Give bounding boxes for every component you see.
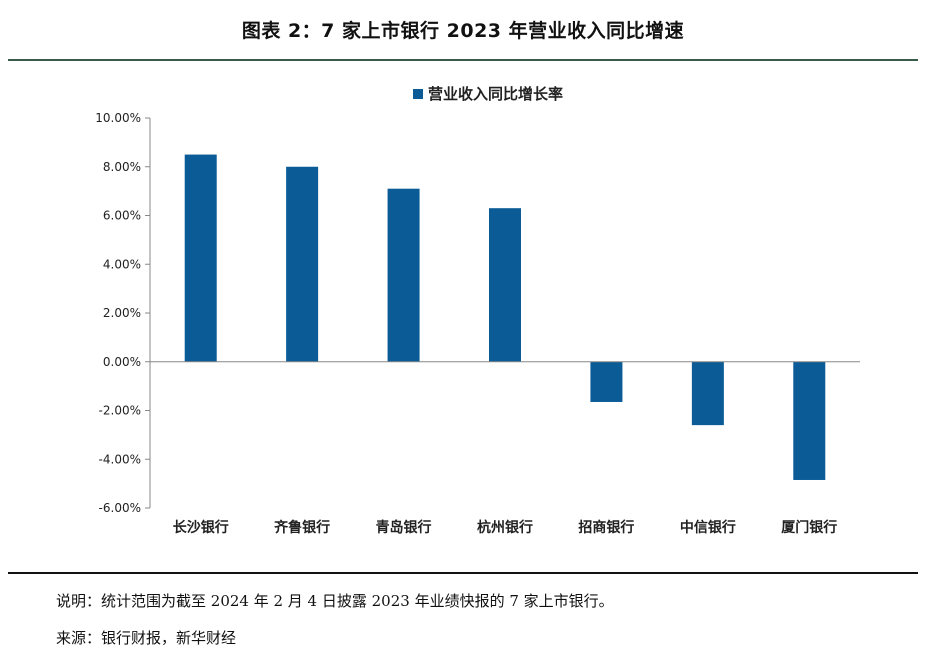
bar (691, 361, 724, 426)
legend-swatch (413, 89, 423, 99)
x-category-label: 杭州银行 (477, 519, 533, 536)
x-category-label: 中信银行 (680, 519, 736, 536)
y-axis: 10.00% 8.00% 6.00% 4.00% 2.00% 0.00% -2.00% -4.… (95, 111, 151, 515)
y-tick-label: 10.00% (95, 111, 141, 125)
bar-chart: 营业收入同比增长率 10.00% 8.00% 6.00% 4.00% 2.00% 0.00… (95, 85, 860, 536)
x-axis: 长沙银行 齐鲁银行 青岛银行 杭州银行 招商银行 中信银行 厦门银行 (150, 361, 860, 536)
y-tick-label: 8.00% (103, 160, 141, 174)
y-tick-label: -4.00% (99, 452, 141, 466)
y-tick-label: -2.00% (99, 404, 141, 418)
y-tick-label: 2.00% (103, 306, 141, 320)
bar (387, 188, 420, 362)
bar (489, 208, 521, 362)
top-rule (8, 59, 918, 61)
bottom-rule (8, 572, 918, 574)
x-category-label: 长沙银行 (173, 519, 229, 536)
bar (184, 154, 217, 362)
y-tick-label: -6.00% (99, 501, 141, 515)
x-category-label: 招商银行 (578, 519, 634, 536)
y-tick-label: 0.00% (103, 355, 141, 369)
figure-title: 图表 2：7 家上市银行 2023 年营业收入同比增速 (241, 20, 685, 42)
x-category-label: 青岛银行 (376, 519, 432, 536)
y-tick-label: 6.00% (103, 209, 141, 223)
legend-label: 营业收入同比增长率 (428, 85, 563, 103)
bar (286, 166, 319, 362)
x-category-label: 齐鲁银行 (274, 519, 330, 536)
bar (590, 361, 623, 402)
x-category-label: 厦门银行 (781, 519, 837, 536)
y-tick-label: 4.00% (103, 257, 141, 271)
explanation-note: 说明：统计范围为截至 2024 年 2 月 4 日披露 2023 年业绩快报的 … (56, 592, 614, 610)
source-note: 来源：银行财报，新华财经 (56, 629, 237, 647)
bar (793, 361, 826, 480)
chart-legend: 营业收入同比增长率 (413, 85, 563, 103)
bars-group (184, 154, 826, 480)
